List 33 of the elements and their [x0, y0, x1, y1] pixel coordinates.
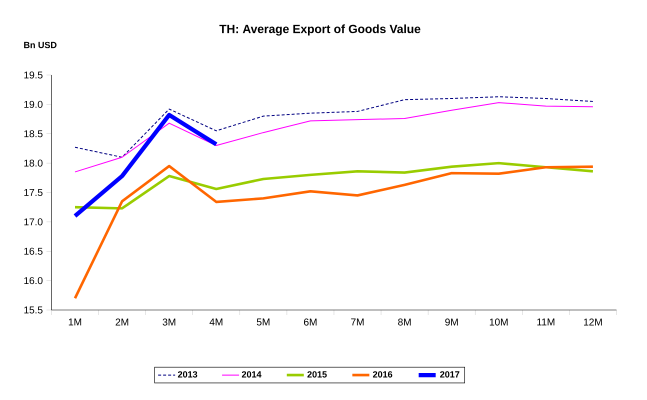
y-tick-label: 18.0	[24, 160, 43, 167]
x-tick-label: 1M	[68, 318, 82, 326]
y-tick-label: 19.0	[24, 100, 43, 108]
y-tick-label: 18.5	[24, 130, 43, 138]
x-tick-label: 2M	[116, 318, 128, 326]
line-series	[74, 164, 594, 300]
x-tick-label: 11M	[537, 318, 554, 326]
line-series	[72, 112, 218, 218]
y-tick-label: 19.5	[24, 71, 43, 79]
x-tick-label: 8M	[398, 318, 411, 326]
line-series	[74, 102, 594, 172]
legend-label: 2017	[440, 371, 460, 378]
x-tick-label: 6M	[304, 318, 317, 326]
x-tick-label: 9M	[445, 318, 458, 326]
line-series	[74, 162, 594, 210]
legend-label: 2015	[307, 371, 327, 378]
line-series	[74, 96, 594, 158]
y-tick-label: 16.0	[24, 277, 43, 284]
legend-label: 2016	[372, 371, 392, 378]
x-tick-label: 10M	[490, 318, 508, 326]
x-tick-label: 3M	[162, 318, 176, 326]
chart-title: TH: Average Export of Goods Value	[219, 24, 420, 36]
x-tick-label: 4M	[210, 318, 222, 326]
y-axis-title: Bn USD	[24, 42, 57, 48]
y-tick-label: 15.5	[24, 306, 43, 314]
x-tick-label: 12M	[584, 318, 602, 326]
x-tick-label: 7M	[351, 318, 364, 326]
y-tick-label: 17.0	[24, 218, 43, 226]
y-tick-label: 16.5	[24, 248, 43, 255]
x-tick-label: 5M	[256, 318, 270, 326]
y-tick-label: 17.5	[24, 189, 43, 196]
legend-label: 2014	[242, 371, 262, 378]
legend-label: 2013	[178, 371, 198, 378]
